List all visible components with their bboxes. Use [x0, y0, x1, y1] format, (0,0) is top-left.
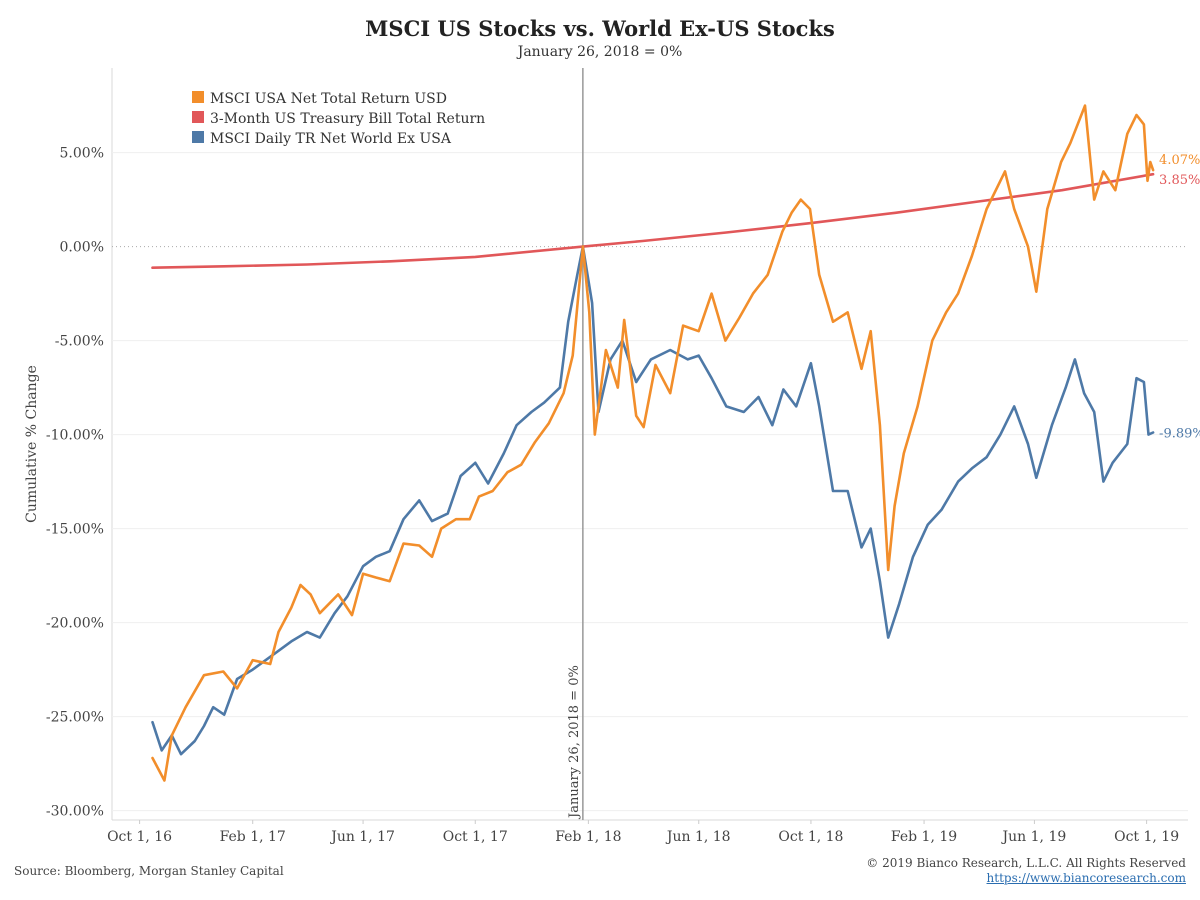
x-tick-label: Oct 1, 16 — [107, 829, 172, 845]
y-tick-label: -25.00% — [46, 710, 104, 726]
y-tick-label: -15.00% — [46, 522, 104, 538]
chart-title: MSCI US Stocks vs. World Ex-US Stocks — [365, 16, 835, 41]
y-tick-label: -30.00% — [46, 804, 104, 820]
legend-label: MSCI USA Net Total Return USD — [210, 91, 447, 107]
x-tick-label: Oct 1, 17 — [443, 829, 508, 845]
chart-subtitle: January 26, 2018 = 0% — [517, 44, 683, 60]
reference-line-label: January 26, 2018 = 0% — [567, 665, 582, 820]
y-axis-label: Cumulative % Change — [24, 365, 40, 523]
x-tick-label: Jun 1, 17 — [329, 829, 395, 845]
y-tick-label: 5.00% — [60, 146, 104, 162]
legend-label: MSCI Daily TR Net World Ex USA — [210, 131, 452, 147]
x-tick-label: Oct 1, 18 — [778, 829, 843, 845]
series-line — [151, 104, 1155, 782]
website-link[interactable]: https://www.biancoresearch.com — [986, 871, 1186, 885]
y-tick-label: -5.00% — [55, 334, 104, 350]
x-tick-label: Feb 1, 17 — [220, 829, 286, 845]
series-line — [151, 172, 1155, 269]
legend-label: 3-Month US Treasury Bill Total Return — [210, 111, 485, 127]
x-tick-label: Jun 1, 19 — [1001, 829, 1067, 845]
x-tick-label: Jun 1, 18 — [665, 829, 731, 845]
series-line — [151, 245, 1155, 756]
series-end-label: 4.07% — [1159, 153, 1200, 168]
series-end-label: -9.89% — [1159, 427, 1200, 442]
legend-swatch — [192, 131, 204, 143]
legend-swatch — [192, 111, 204, 123]
series-end-label: 3.85% — [1159, 173, 1200, 188]
y-tick-label: 0.00% — [60, 240, 104, 256]
copyright-note: © 2019 Bianco Research, L.L.C. All Right… — [866, 856, 1186, 870]
x-tick-label: Oct 1, 19 — [1114, 829, 1179, 845]
source-note: Source: Bloomberg, Morgan Stanley Capita… — [14, 864, 284, 878]
legend-swatch — [192, 91, 204, 103]
y-tick-label: -10.00% — [46, 428, 104, 444]
y-tick-label: -20.00% — [46, 616, 104, 632]
x-tick-label: Feb 1, 19 — [891, 829, 957, 845]
x-tick-label: Feb 1, 18 — [555, 829, 621, 845]
